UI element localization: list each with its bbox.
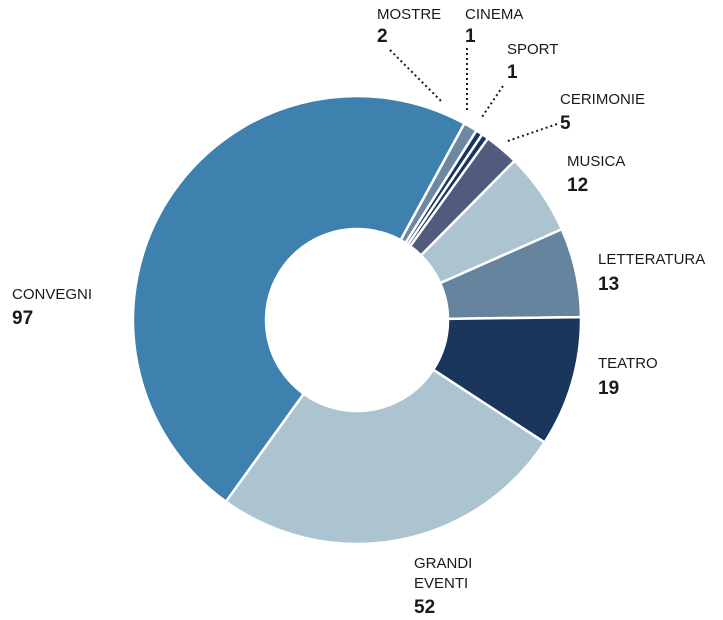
leader-lines	[389, 48, 558, 143]
slice-grandi-eventi	[224, 368, 546, 546]
label-grandi-eventi-line1: GRANDI	[414, 555, 472, 572]
label-letteratura-value: 13	[598, 274, 619, 295]
label-grandi-eventi-name: GRANDI EVENTI	[414, 555, 477, 592]
label-convegni-value: 97	[12, 308, 33, 329]
label-teatro-name: TEATRO	[598, 355, 658, 372]
label-teatro-value: 19	[598, 378, 619, 399]
label-mostre-value: 2	[377, 26, 388, 47]
label-cinema-name: CINEMA	[465, 6, 523, 23]
label-letteratura-name: LETTERATURA	[598, 251, 705, 268]
label-sport-value: 1	[507, 62, 518, 83]
label-grandi-eventi-line2: EVENTI	[414, 575, 468, 592]
label-convegni-name: CONVEGNI	[12, 286, 92, 303]
label-mostre-name: MOSTRE	[377, 6, 441, 23]
slice-convegni	[131, 94, 466, 503]
label-cinema-value: 1	[465, 26, 476, 47]
labels-group: CONVEGNI 97 MOSTRE 2 CINEMA 1 SPORT 1 CE…	[12, 6, 705, 618]
label-cerimonie-name: CERIMONIE	[560, 91, 645, 108]
label-grandi-eventi-value: 52	[414, 597, 435, 618]
leader-sport	[481, 85, 504, 118]
leader-cerimonie	[504, 123, 558, 143]
label-musica-name: MUSICA	[567, 153, 625, 170]
label-musica-value: 12	[567, 175, 588, 196]
label-sport-name: SPORT	[507, 41, 558, 58]
slices-group	[131, 94, 583, 546]
leader-mostre	[389, 49, 444, 104]
label-cerimonie-value: 5	[560, 113, 571, 134]
